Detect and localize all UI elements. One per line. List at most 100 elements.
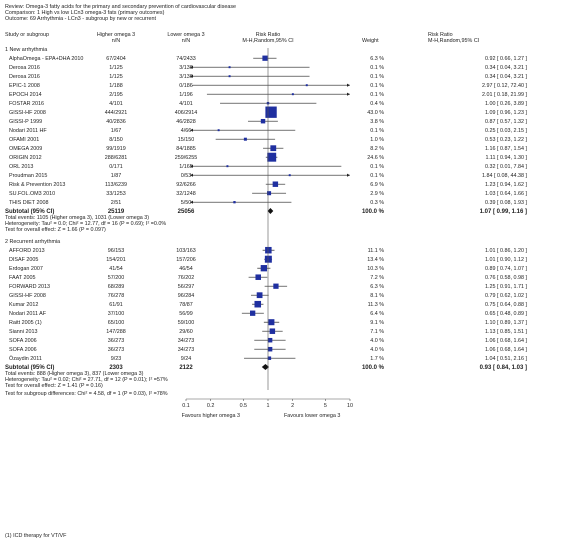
study-marker — [255, 274, 261, 280]
study-exp: 8/150 — [109, 137, 123, 143]
study-name: GISSI-HF 2008 — [9, 293, 46, 299]
study-ctl: 103/163 — [176, 248, 196, 254]
x-tick-label: 10 — [347, 403, 353, 409]
x-tick-label: 5 — [324, 403, 327, 409]
study-exp: 67/2404 — [106, 56, 126, 62]
study-name: SU.FOL.OM3 2010 — [9, 191, 55, 197]
study-name: OFAMI 2001 — [9, 137, 39, 143]
study-exp: 36/273 — [108, 347, 125, 353]
study-exp: 4/101 — [109, 101, 123, 107]
study-name: AlphaOmega - EPA+DHA 2010 — [9, 56, 83, 62]
study-exp: 2/51 — [111, 200, 122, 206]
study-marker — [228, 75, 231, 78]
study-name: Derosa 2016 — [9, 65, 40, 71]
study-weight: 0.1 % — [370, 74, 384, 80]
study-name: GISSI-P 1999 — [9, 119, 42, 125]
study-ci: 0.32 [ 0.01, 7.84 ] — [485, 164, 527, 170]
study-marker — [291, 93, 294, 96]
study-ctl: 9/24 — [181, 356, 192, 362]
study-exp: 0/171 — [109, 164, 123, 170]
study-ctl: 76/202 — [178, 275, 195, 281]
study-ctl: 3/130 — [179, 65, 193, 71]
group-stat-line: Test for overall effect: Z = 1.41 (P = 0… — [5, 383, 103, 389]
study-marker — [265, 106, 277, 118]
x-tick-label: 0.1 — [182, 403, 190, 409]
study-ci: 2.01 [ 0.18, 21.99 ] — [482, 92, 527, 98]
study-weight: 0.4 % — [370, 101, 384, 107]
study-weight: 6.3 % — [370, 284, 384, 290]
study-weight: 9.1 % — [370, 320, 384, 326]
review-title: Review: Omega-3 fatty acids for the prim… — [5, 4, 237, 10]
study-weight: 6.4 % — [370, 311, 384, 317]
col-rr: Risk Ratio — [256, 32, 281, 38]
favours-left: Favours higher omega 3 — [182, 413, 240, 419]
study-weight: 6.9 % — [370, 182, 384, 188]
comparison-title: Comparison: 1 High vs low LCn3 omega-3 f… — [5, 10, 165, 16]
study-ci: 1.16 [ 0.87, 1.54 ] — [485, 146, 527, 152]
study-name: Derosa 2016 — [9, 74, 40, 80]
group-stat-line: Heterogeneity: Tau² = 0.02; Chi² = 27.71… — [5, 377, 168, 383]
study-exp: 41/54 — [109, 266, 123, 272]
study-weight: 8.1 % — [370, 293, 384, 299]
col-rr-method: M-H,Random,95% CI — [242, 38, 293, 44]
study-ci-line-left-arrow — [190, 173, 193, 177]
study-marker — [254, 300, 262, 308]
study-ctl: 56/297 — [178, 284, 195, 290]
study-ci: 1.09 [ 0.96, 1.23 ] — [485, 110, 527, 116]
study-ctl: 5/50 — [181, 200, 192, 206]
outcome-title: Outcome: 69 Arrhythmia - LCn3 - subgroup… — [5, 16, 157, 22]
study-marker — [228, 66, 231, 69]
study-ctl: 0/186 — [179, 83, 193, 89]
subtotal-exp-n: 2303 — [109, 365, 123, 371]
study-marker — [226, 165, 229, 168]
study-marker — [288, 174, 291, 177]
study-exp: 288/6281 — [105, 155, 127, 161]
study-exp: 2/195 — [109, 92, 123, 98]
study-name: ORL 2013 — [9, 164, 33, 170]
study-ctl: 4/66 — [181, 128, 192, 134]
study-weight: 8.2 % — [370, 146, 384, 152]
study-name: FOSTAR 2016 — [9, 101, 44, 107]
study-ci-line-left-arrow — [190, 74, 193, 78]
study-ctl: 157/206 — [176, 257, 196, 263]
subtotal-label: Subtotal (95% CI) — [5, 209, 54, 215]
study-name: SOFA 2006 — [9, 338, 37, 344]
study-exp: 37/100 — [108, 311, 125, 317]
study-marker — [217, 129, 220, 132]
study-weight: 7.1 % — [370, 329, 384, 335]
study-weight: 43.0 % — [367, 110, 384, 116]
study-ci: 1.06 [ 0.68, 1.64 ] — [485, 347, 527, 353]
study-marker — [256, 292, 263, 299]
study-name: EPOCH 2014 — [9, 92, 42, 98]
study-name: Raitt 2005 (1) — [9, 320, 42, 326]
study-weight: 1.7 % — [370, 356, 384, 362]
study-ctl: 78/87 — [179, 302, 193, 308]
study-name: Sianni 2013 — [9, 329, 37, 335]
col-ctl-n: n/N — [182, 38, 190, 44]
study-marker — [260, 118, 266, 124]
study-exp: 1/188 — [109, 83, 123, 89]
study-ci: 1.84 [ 0.08, 44.38 ] — [482, 173, 527, 179]
subtotal-ci: 1.07 [ 0.99, 1.16 ] — [480, 209, 527, 215]
study-exp: 36/273 — [108, 338, 125, 344]
study-marker — [273, 283, 279, 289]
study-ci-line-left-arrow — [190, 65, 193, 69]
study-exp: 1/125 — [109, 74, 123, 80]
col-exp: Higher omega 3 — [97, 32, 135, 38]
study-marker — [267, 356, 272, 360]
study-ci-line-right-arrow — [347, 173, 350, 177]
study-weight: 7.2 % — [370, 275, 384, 281]
study-ci: 1.06 [ 0.68, 1.64 ] — [485, 338, 527, 344]
study-exp: 99/1919 — [106, 146, 126, 152]
x-tick-label: 2 — [291, 403, 294, 409]
study-exp: 9/23 — [111, 356, 122, 362]
x-tick-label: 0.2 — [207, 403, 215, 409]
study-ci: 1.25 [ 0.91, 1.71 ] — [485, 284, 527, 290]
study-weight: 13.4 % — [367, 257, 384, 263]
study-marker — [270, 145, 277, 152]
col-rr-ci: Risk Ratio — [428, 32, 453, 38]
footnote: (1) ICD therapy for VT/VF — [5, 533, 67, 539]
study-ctl: 34/273 — [178, 338, 195, 344]
study-weight: 1.0 % — [370, 137, 384, 143]
study-name: SOFA 2006 — [9, 347, 37, 353]
